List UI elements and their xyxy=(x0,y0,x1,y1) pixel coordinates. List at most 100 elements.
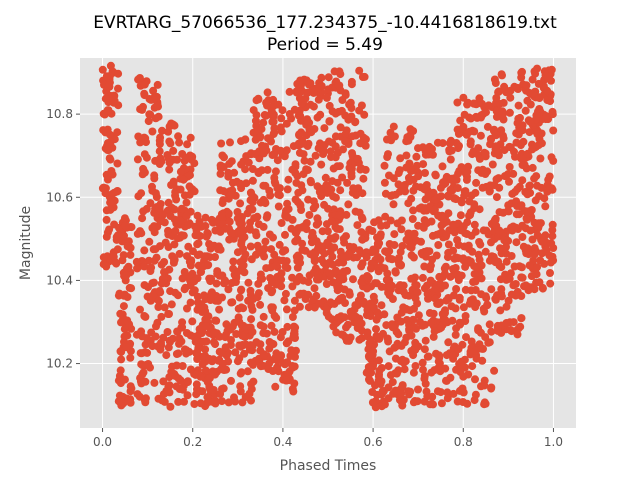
data-point xyxy=(181,155,190,164)
data-point xyxy=(295,106,304,115)
data-point xyxy=(355,66,364,75)
data-point xyxy=(269,233,277,242)
data-point xyxy=(419,160,428,169)
data-point xyxy=(542,246,551,255)
data-point xyxy=(217,349,226,357)
data-point xyxy=(116,309,125,318)
data-point xyxy=(541,115,550,124)
data-point xyxy=(358,235,367,244)
x-axis-label: Phased Times xyxy=(280,458,377,474)
data-point xyxy=(384,362,393,371)
data-point xyxy=(290,296,299,305)
data-point xyxy=(405,177,414,186)
data-point xyxy=(454,345,463,354)
data-point xyxy=(298,239,307,248)
data-point xyxy=(353,154,362,163)
data-point xyxy=(546,279,555,288)
data-point xyxy=(530,244,539,253)
data-point xyxy=(102,215,111,224)
data-point xyxy=(179,175,188,184)
data-point xyxy=(494,257,503,266)
data-point xyxy=(284,175,293,184)
data-point xyxy=(314,241,323,250)
data-point xyxy=(331,233,340,241)
data-point xyxy=(518,273,527,282)
data-point xyxy=(232,330,241,338)
data-point xyxy=(359,174,368,183)
data-point xyxy=(322,280,331,288)
data-point xyxy=(122,271,131,280)
data-point xyxy=(412,182,420,191)
data-point xyxy=(186,133,195,142)
data-point xyxy=(391,190,400,199)
data-point xyxy=(347,104,356,112)
data-point xyxy=(98,184,107,193)
data-point xyxy=(477,344,486,353)
data-point xyxy=(472,178,481,187)
data-point xyxy=(342,232,350,241)
data-point xyxy=(454,254,463,263)
data-point xyxy=(249,106,258,115)
data-point xyxy=(106,137,115,146)
data-point xyxy=(244,278,253,287)
data-point xyxy=(120,231,128,240)
data-point xyxy=(310,284,319,293)
data-point xyxy=(525,182,534,190)
data-point xyxy=(428,392,437,401)
data-point xyxy=(233,357,242,366)
data-point xyxy=(126,250,135,259)
data-point xyxy=(399,287,408,296)
data-point xyxy=(126,353,135,362)
data-point xyxy=(325,137,333,146)
data-point xyxy=(369,292,378,301)
data-point xyxy=(231,397,239,406)
data-point xyxy=(345,290,354,299)
data-point xyxy=(338,96,347,104)
data-point xyxy=(192,380,201,389)
data-point xyxy=(270,327,279,336)
data-point xyxy=(413,299,422,308)
data-point xyxy=(434,357,443,366)
data-point xyxy=(414,342,423,351)
data-point xyxy=(246,286,255,295)
data-point xyxy=(175,339,183,348)
data-point xyxy=(449,351,458,360)
data-point xyxy=(301,246,310,255)
data-point xyxy=(282,119,291,128)
x-tick-label: 0.8 xyxy=(454,435,473,449)
y-axis-label: Magnitude xyxy=(18,206,34,280)
data-point xyxy=(240,349,249,358)
data-point xyxy=(296,201,305,210)
data-point xyxy=(171,226,180,235)
data-point xyxy=(538,237,547,246)
data-point xyxy=(263,165,272,174)
data-point xyxy=(470,396,479,405)
data-point xyxy=(309,102,318,111)
data-point xyxy=(487,383,496,392)
data-point xyxy=(183,377,192,386)
data-point xyxy=(522,81,531,90)
data-point xyxy=(401,357,410,366)
data-point xyxy=(282,146,291,155)
data-point xyxy=(199,337,208,346)
data-point xyxy=(427,318,435,327)
data-point xyxy=(211,253,219,261)
data-point xyxy=(252,231,261,240)
data-point xyxy=(260,350,268,359)
data-point xyxy=(432,349,440,358)
data-point xyxy=(174,291,182,300)
data-point xyxy=(317,82,325,91)
data-point xyxy=(260,252,269,261)
data-point xyxy=(502,249,511,258)
data-point xyxy=(544,73,552,82)
data-point xyxy=(461,262,470,271)
data-point xyxy=(377,377,386,386)
data-point xyxy=(238,398,247,407)
data-point xyxy=(200,252,209,261)
data-point xyxy=(217,210,226,219)
data-point xyxy=(247,396,255,405)
data-point xyxy=(113,159,122,168)
data-point xyxy=(289,329,298,338)
data-point xyxy=(320,124,329,133)
data-point xyxy=(117,318,125,327)
